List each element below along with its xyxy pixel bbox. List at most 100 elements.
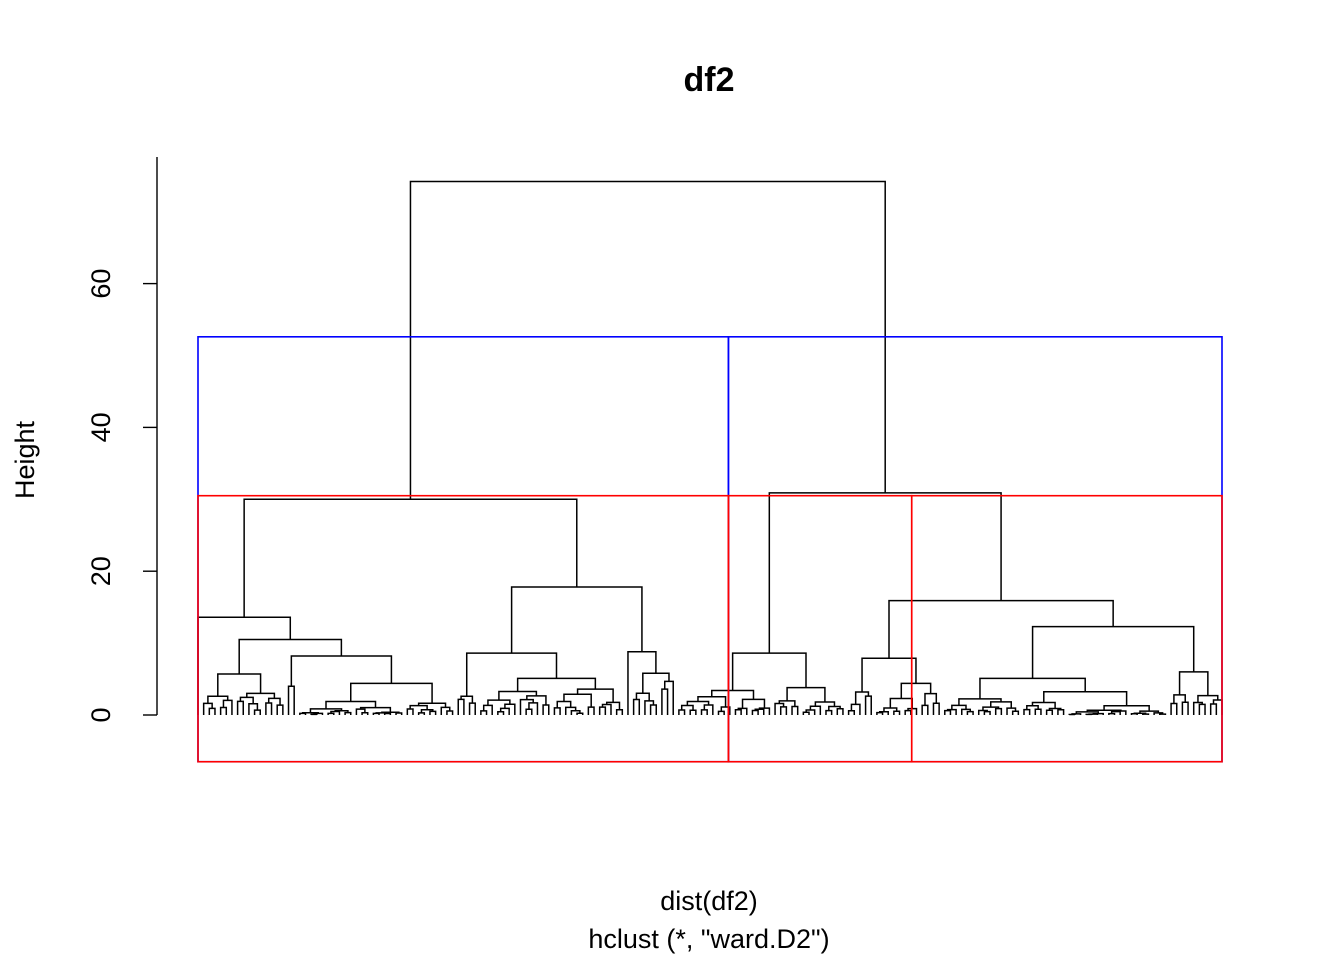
dendrogram-merge: [409, 704, 428, 710]
dendrogram-merge: [615, 708, 624, 715]
dendrogram-merge: [587, 706, 595, 715]
dendrogram-merge: [239, 696, 254, 704]
dendrogram-merge: [836, 708, 844, 715]
dendrogram-merge: [951, 704, 967, 710]
dendrogram-merge: [876, 711, 884, 715]
dendrogram-merge: [576, 688, 614, 703]
dendrogram-merge: [355, 708, 366, 715]
dendrogram-merge: [854, 691, 870, 705]
dendrogram-merge: [395, 712, 403, 715]
dendrogram-merge: [1034, 708, 1042, 715]
x-axis-label: dist(df2): [660, 886, 758, 916]
dendrogram-merge: [703, 704, 714, 715]
dendrogram-merge: [1086, 709, 1122, 712]
dendrogram-merge: [1142, 713, 1150, 715]
dendrogram-merge: [778, 700, 796, 707]
dendrogram-merge: [994, 707, 1003, 715]
dendrogram-merge: [350, 682, 433, 704]
dendrogram-merge: [774, 702, 785, 715]
dendrogram-merge: [327, 712, 335, 715]
dendrogram-merge: [236, 700, 245, 715]
cluster-box: [910, 494, 1223, 763]
dendrogram-merge: [904, 709, 912, 715]
dendrogram-merge: [977, 709, 988, 715]
dendrogram-merge: [482, 704, 493, 715]
dendrogram-merge: [301, 711, 319, 714]
dendrogram-merge: [700, 709, 708, 715]
dendrogram-merge: [498, 690, 538, 701]
dendrogram-merge: [751, 709, 759, 715]
dendrogram-merge: [208, 707, 216, 715]
dendrogram-merge: [553, 707, 561, 715]
chart-title: df2: [684, 61, 735, 99]
dendrogram-merge: [864, 695, 872, 715]
dendrogram-merge: [344, 711, 352, 715]
dendrogram-merge: [635, 692, 650, 701]
dendrogram-merge: [417, 712, 426, 715]
dendrogram-merge: [1178, 671, 1209, 696]
cluster-box: [727, 336, 1223, 763]
dendrogram-merge: [711, 689, 755, 700]
dendrogram-merge: [1048, 707, 1062, 711]
dendrogram-merge: [737, 707, 748, 715]
dendrogram-merge: [468, 702, 476, 715]
dendrogram-merge: [457, 698, 465, 715]
dendrogram-merge: [1159, 713, 1167, 715]
y-axis: 0 20 40 60: [86, 157, 158, 723]
dendrogram-merge: [248, 703, 259, 715]
dendrogram-merge: [334, 709, 349, 713]
dendrogram-merge: [717, 710, 725, 715]
dendrogram-merge: [1026, 704, 1039, 710]
y-tick-label: 60: [86, 269, 116, 299]
y-tick-label: 40: [86, 412, 116, 442]
method-sublabel: hclust (*, "ward.D2"): [588, 924, 829, 954]
dendrogram-merge: [487, 699, 511, 706]
dendrogram-merge: [299, 712, 307, 715]
dendrogram-merge: [222, 699, 233, 715]
dendrogram-merge: [1198, 703, 1206, 715]
dendrogram-merge: [576, 712, 584, 715]
dendrogram-merge: [409, 180, 886, 500]
cluster-box: [197, 494, 730, 763]
dendrogram-merge: [768, 492, 1002, 654]
dendrogram-merge: [1045, 709, 1054, 715]
dendrogram-merge: [406, 708, 414, 715]
dendrogram-merge: [678, 709, 686, 715]
dendrogram-merge: [1006, 707, 1017, 715]
dendrogram-merge: [1170, 702, 1178, 715]
cluster-box: [727, 494, 913, 763]
dendrogram-merge: [1031, 625, 1195, 679]
dendrogram-merge: [465, 652, 558, 697]
dendrogram-merge: [805, 709, 816, 715]
dendrogram-merge: [828, 705, 841, 711]
dendrogram-merge: [1209, 703, 1218, 715]
dendrogram-merge: [900, 682, 932, 699]
dendrogram-merge: [979, 677, 1086, 699]
dendrogram-merge: [383, 712, 392, 715]
cluster-boxes: [197, 336, 1223, 763]
dendrogram-merge: [243, 498, 578, 618]
dendrogram-merge: [932, 702, 940, 715]
dendrogram-merge: [786, 686, 826, 703]
dendrogram-merge: [883, 707, 898, 712]
dendrogram-merge: [1092, 712, 1104, 715]
dendrogram-merge: [734, 708, 742, 715]
dendrogram-merge: [802, 711, 810, 715]
dendrogram-merge: [966, 710, 974, 715]
dendrogram-merge: [1043, 690, 1128, 706]
y-tick-label: 0: [86, 707, 116, 722]
dendrogram-merge: [1197, 694, 1219, 703]
y-axis-label: Height: [10, 420, 40, 499]
dendrogram-merge: [510, 586, 643, 654]
dendrogram-tree: [197, 180, 1223, 716]
dendrogram-merge: [202, 702, 213, 715]
dendrogram-merge: [1108, 712, 1116, 715]
dendrogram-merge: [290, 655, 393, 687]
dendrogram-merge: [850, 703, 861, 715]
dendrogram-merge: [644, 700, 655, 715]
dendrogram-merge: [1212, 699, 1223, 715]
dendrogram-merge: [924, 692, 938, 706]
dendrogram-merge: [480, 710, 488, 715]
dendrogram-merge: [847, 710, 856, 715]
dendrogram-merge: [563, 693, 592, 708]
